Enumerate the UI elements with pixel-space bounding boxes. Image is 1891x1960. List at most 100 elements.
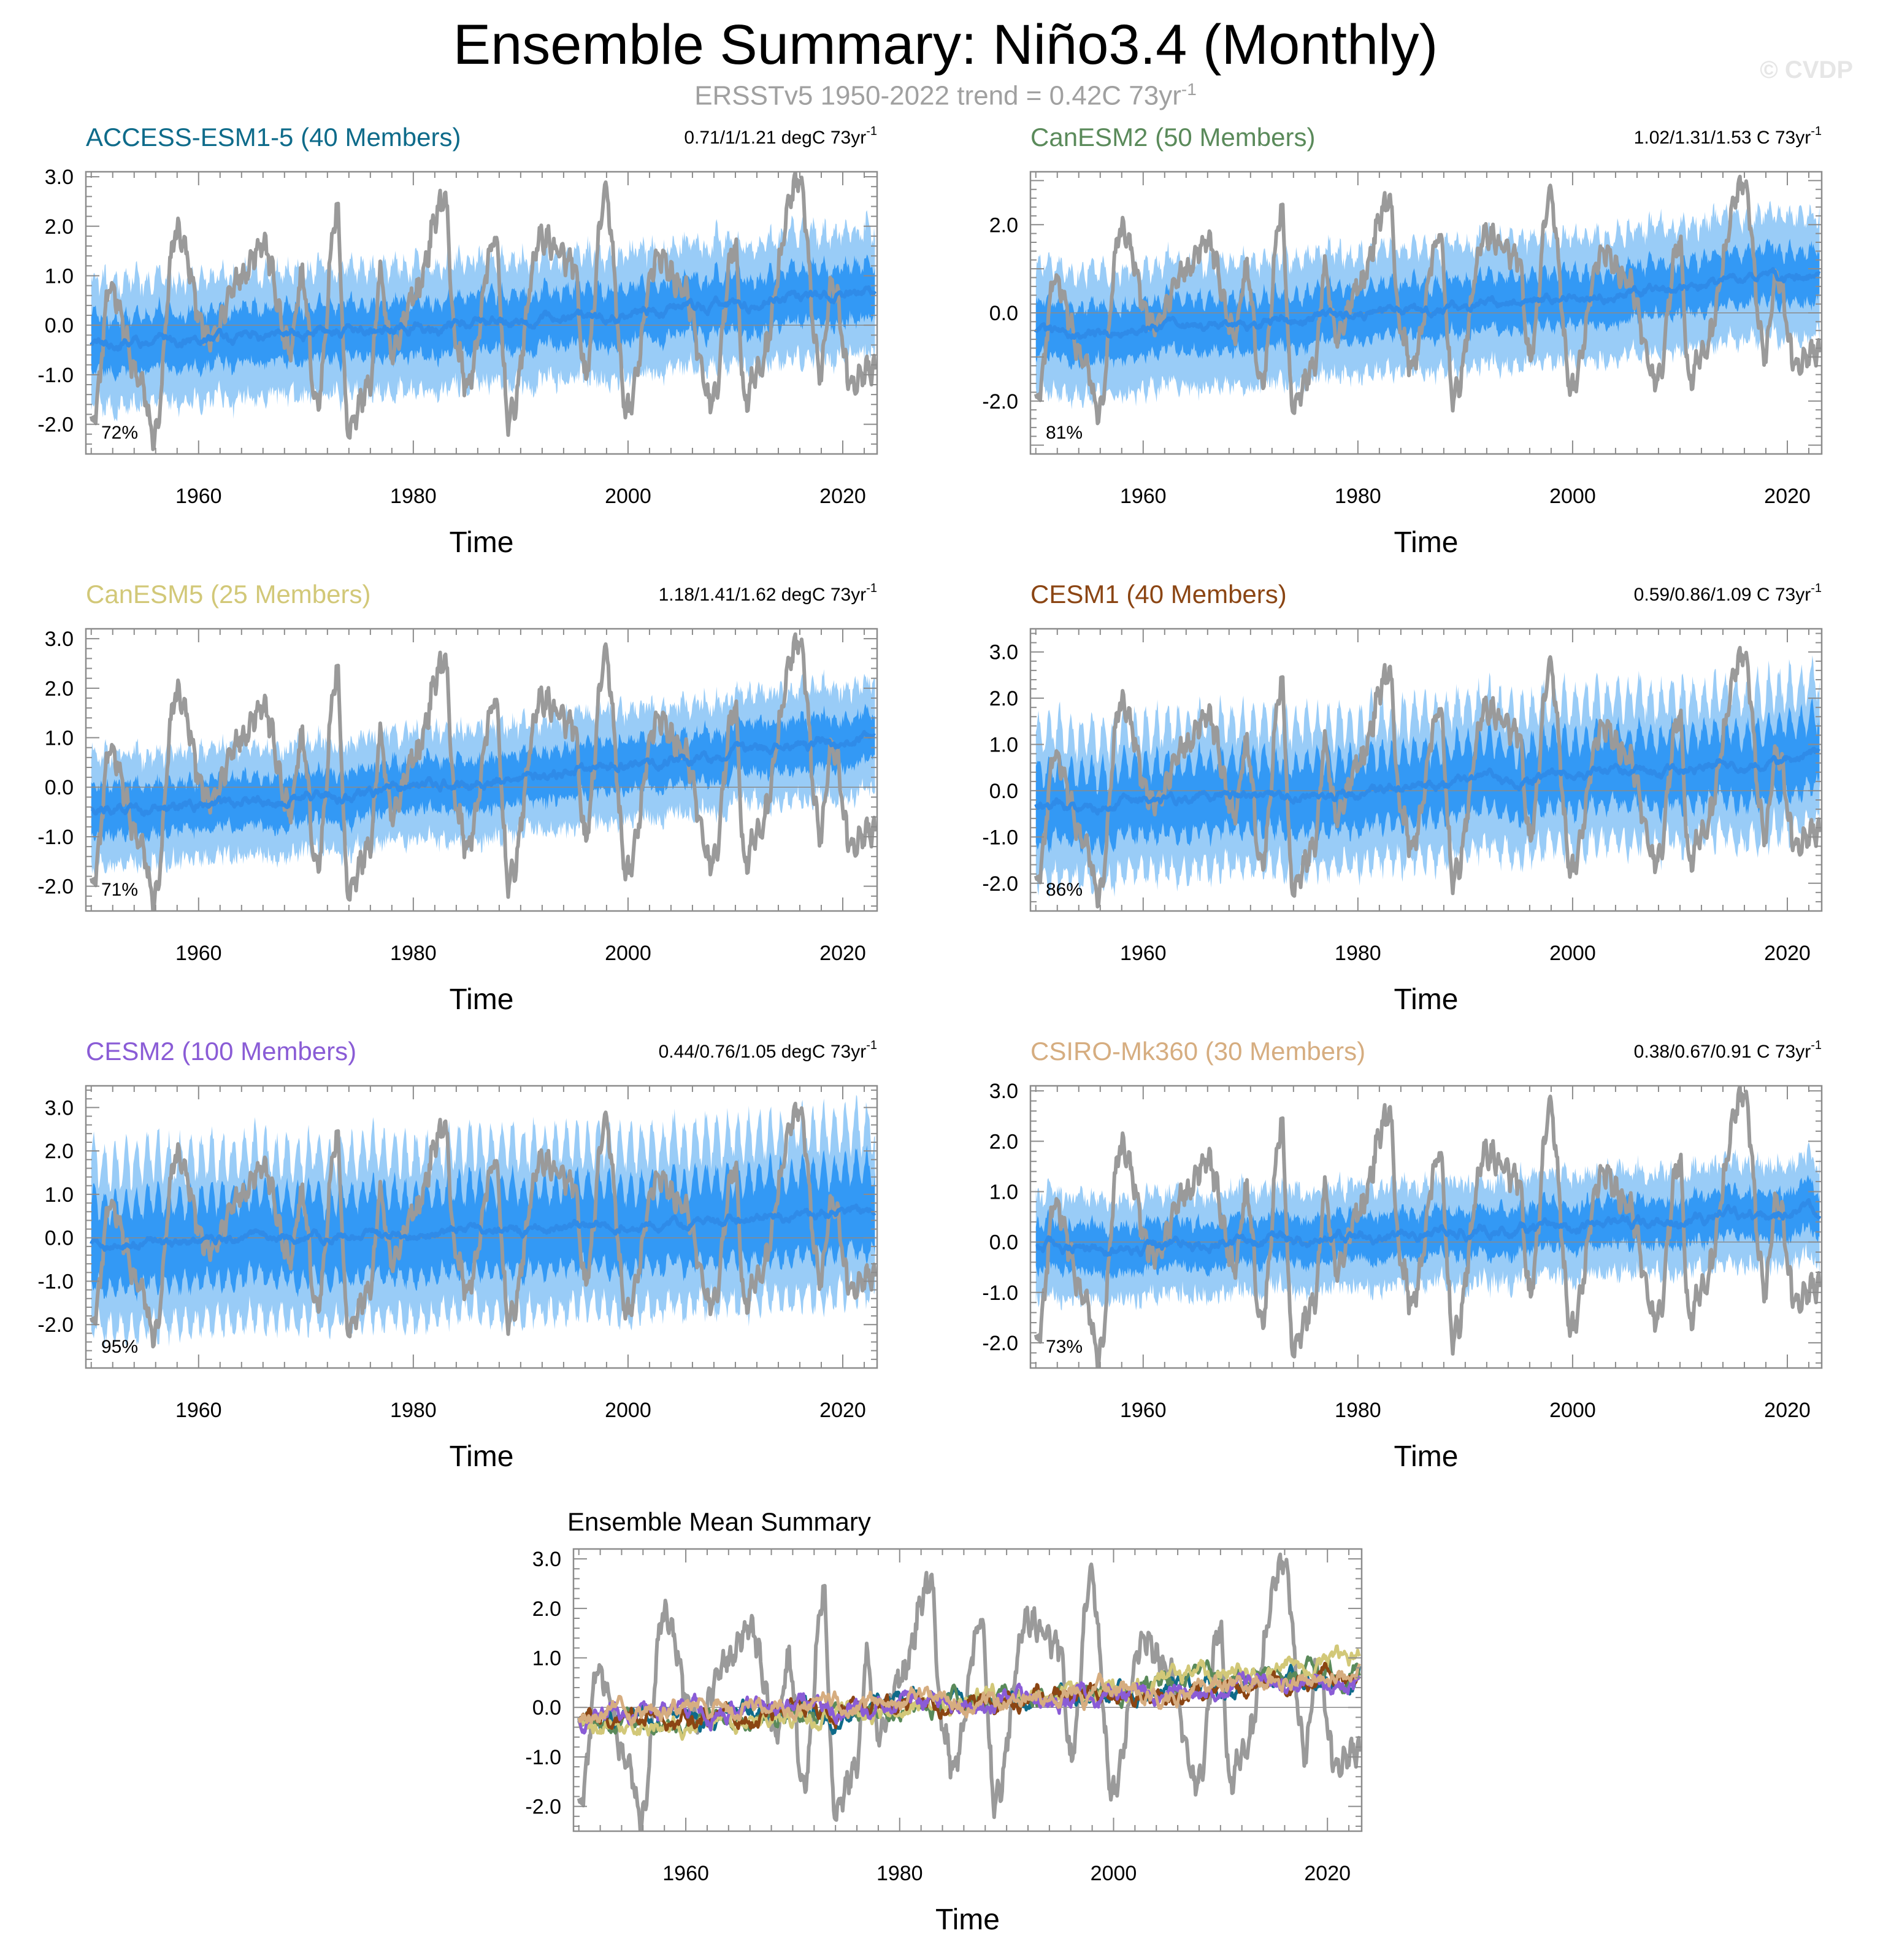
trend-range-text: 0.59/0.86/1.09 C 73yr bbox=[1634, 585, 1811, 605]
panel-title: CanESM5 (25 Members) bbox=[86, 580, 370, 609]
cvdp-watermark: © CVDP bbox=[1760, 56, 1853, 83]
x-tick-label: 1960 bbox=[175, 942, 222, 965]
y-tick-label: 1.0 bbox=[45, 1183, 74, 1207]
y-tick-label: -2.0 bbox=[37, 875, 74, 899]
trend-range-label: 1.02/1.31/1.53 C 73yr-1 bbox=[1634, 125, 1822, 148]
x-tick-label: 1980 bbox=[876, 1862, 923, 1885]
y-tick-label: -1.0 bbox=[37, 1270, 74, 1293]
x-tick-label: 1960 bbox=[175, 485, 222, 508]
chart-panel-canesm2: 1960 1980 2000 2020 2.0 0.0 -2.0 Time CanESM2 (5… bbox=[982, 123, 1823, 559]
percent-label: 73% bbox=[1046, 1337, 1083, 1357]
observed-series-line bbox=[89, 1101, 877, 1349]
x-tick-label: 1980 bbox=[1335, 485, 1381, 508]
observed-series-line bbox=[1034, 1086, 1822, 1368]
y-tick-label: 2.0 bbox=[45, 1140, 74, 1163]
ensemble-mean-line bbox=[1034, 267, 1821, 340]
trend-range-exponent: -1 bbox=[866, 125, 877, 138]
y-tick-label: -1.0 bbox=[37, 364, 74, 387]
observed-series-line bbox=[89, 172, 877, 452]
percent-label: 72% bbox=[101, 423, 138, 443]
x-tick-label: 2020 bbox=[1764, 942, 1811, 965]
plot-area bbox=[86, 632, 877, 911]
ensemble-mean-line bbox=[1034, 747, 1820, 816]
chart-panel-cesm2: 1960 1980 2000 2020 3.0 2.0 1.0 0.0 -1.0 -2.0 Time… bbox=[37, 1037, 878, 1473]
y-tick-label: 1.0 bbox=[989, 734, 1018, 757]
y-tick-label: 2.0 bbox=[989, 213, 1018, 237]
panel-title: CSIRO-Mk360 (30 Members) bbox=[1030, 1037, 1365, 1066]
y-tick-label: 2.0 bbox=[45, 215, 74, 239]
y-tick-label: 0.0 bbox=[45, 314, 74, 337]
y-tick-label: 1.0 bbox=[989, 1181, 1018, 1204]
y-tick-label: 0.0 bbox=[989, 1231, 1018, 1255]
y-tick-label: 3.0 bbox=[45, 1096, 74, 1120]
trend-range-exponent: -1 bbox=[866, 1039, 877, 1052]
observation-trend-subtitle: ERSSTv5 1950-2022 trend = 0.42C 73yr-1 bbox=[0, 80, 1891, 112]
y-tick-label: -1.0 bbox=[982, 826, 1018, 849]
y-tick-label: -2.0 bbox=[982, 1332, 1018, 1355]
x-axis-label: Time bbox=[450, 526, 514, 559]
subtitle-text: ERSSTv5 1950-2022 trend = 0.42C 73yr bbox=[694, 80, 1181, 111]
panel-title: CESM2 (100 Members) bbox=[86, 1037, 356, 1066]
y-tick-label: -1.0 bbox=[525, 1746, 561, 1769]
plot-frame bbox=[572, 1548, 1363, 1832]
x-tick-label: 2000 bbox=[1549, 1399, 1596, 1422]
plot-area bbox=[573, 1552, 1362, 1831]
chart-panel-ensemble-mean-summary: 1960 1980 2000 2020 3.0 2.0 1.0 0.0 -1.0 -2.0 Time… bbox=[525, 1507, 1363, 1936]
y-tick-label: -2.0 bbox=[982, 390, 1018, 413]
plot-frame bbox=[85, 171, 878, 455]
chart-panel-csiro-mk360: 1960 1980 2000 2020 3.0 2.0 1.0 0.0 -1.0 -2.0 Time… bbox=[982, 1037, 1823, 1473]
trend-range-exponent: -1 bbox=[1811, 582, 1822, 595]
y-tick-label: -1.0 bbox=[982, 1282, 1018, 1305]
y-tick-label: 2.0 bbox=[989, 1130, 1018, 1153]
x-tick-label: 1980 bbox=[1335, 942, 1381, 965]
x-tick-label: 2000 bbox=[605, 1399, 651, 1422]
y-tick-label: -2.0 bbox=[37, 413, 74, 437]
x-tick-label: 2020 bbox=[1304, 1862, 1351, 1885]
trend-range-label: 0.44/0.76/1.05 degC 73yr-1 bbox=[659, 1039, 877, 1062]
observed-series-line bbox=[1034, 174, 1822, 426]
y-tick-label: 0.0 bbox=[989, 780, 1018, 803]
y-tick-label: 3.0 bbox=[989, 641, 1018, 664]
y-tick-label: -2.0 bbox=[982, 872, 1018, 896]
trend-range-label: 0.38/0.67/0.91 C 73yr-1 bbox=[1634, 1039, 1822, 1062]
y-tick-label: 2.0 bbox=[532, 1597, 561, 1621]
y-tick-label: -2.0 bbox=[525, 1796, 561, 1819]
percent-label: 95% bbox=[101, 1337, 138, 1357]
y-tick-label: 3.0 bbox=[532, 1548, 561, 1571]
x-axis-label: Time bbox=[450, 983, 514, 1016]
trend-range-exponent: -1 bbox=[866, 582, 877, 595]
trend-range-text: 0.38/0.67/0.91 C 73yr bbox=[1634, 1042, 1811, 1062]
plot-area bbox=[1030, 174, 1822, 426]
trend-range-label: 0.59/0.86/1.09 C 73yr-1 bbox=[1634, 582, 1822, 605]
plot-area bbox=[86, 172, 877, 452]
x-tick-label: 2000 bbox=[1549, 942, 1596, 965]
x-tick-label: 2020 bbox=[1764, 485, 1811, 508]
trend-range-label: 1.18/1.41/1.62 degC 73yr-1 bbox=[659, 582, 877, 605]
y-tick-label: 2.0 bbox=[45, 677, 74, 701]
chart-panel-canesm5: 1960 1980 2000 2020 3.0 2.0 1.0 0.0 -1.0 -2.0 Time… bbox=[37, 580, 878, 1016]
y-tick-label: 0.0 bbox=[45, 776, 74, 799]
ensemble-mean-line bbox=[90, 730, 876, 817]
observed-series-line bbox=[577, 1552, 1362, 1831]
y-tick-label: 2.0 bbox=[989, 687, 1018, 710]
observed-series-line bbox=[89, 632, 877, 911]
trend-range-text: 1.02/1.31/1.53 C 73yr bbox=[1634, 128, 1811, 148]
x-tick-label: 2020 bbox=[819, 942, 866, 965]
x-tick-label: 2000 bbox=[605, 942, 651, 965]
ensemble-mean-line bbox=[90, 1203, 876, 1252]
subtitle-exponent: -1 bbox=[1181, 80, 1197, 99]
x-tick-label: 1960 bbox=[1120, 1399, 1167, 1422]
x-tick-label: 1960 bbox=[1120, 485, 1167, 508]
x-axis-label: Time bbox=[935, 1904, 1000, 1936]
panel-title: CESM1 (40 Members) bbox=[1030, 580, 1287, 609]
page-title: Ensemble Summary: Niño3.4 (Monthly) bbox=[453, 13, 1438, 76]
y-tick-label: 1.0 bbox=[45, 264, 74, 288]
trend-range-label: 0.71/1/1.21 degC 73yr-1 bbox=[684, 125, 877, 148]
x-tick-label: 1980 bbox=[390, 485, 437, 508]
y-tick-label: 3.0 bbox=[45, 166, 74, 189]
x-tick-label: 2000 bbox=[1549, 485, 1596, 508]
plot-frame bbox=[1029, 628, 1823, 912]
observed-series-line bbox=[1034, 645, 1822, 909]
x-tick-label: 2000 bbox=[1091, 1862, 1137, 1885]
x-tick-label: 1980 bbox=[390, 1399, 437, 1422]
